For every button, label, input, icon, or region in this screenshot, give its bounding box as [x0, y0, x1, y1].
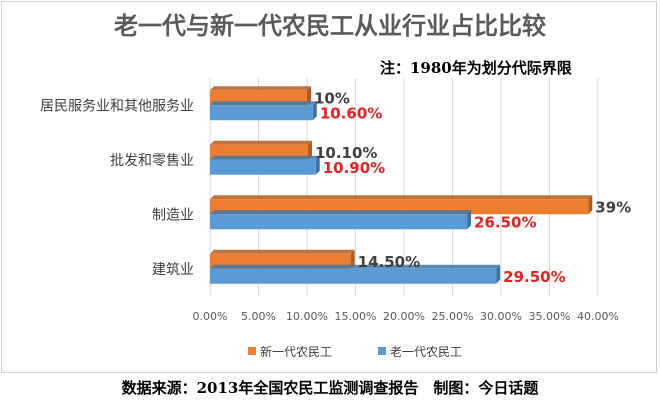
category-label: 建筑业 — [152, 262, 194, 278]
bar-side — [312, 101, 317, 121]
chart-title: 老一代与新一代农民工从业行业占比比较 — [114, 11, 546, 40]
data-labels: 10%10.60% 10.10%10.90% 39% 26.50% 14.50% 29.5… — [314, 89, 631, 286]
data-label: 10.60% — [320, 104, 382, 122]
bar-top — [210, 140, 312, 145]
legend-label: 老一代农民工 — [390, 345, 462, 359]
x-tick-label: 5.00% — [241, 310, 276, 323]
grid-lines — [209, 78, 599, 296]
category-label: 批发和零售业 — [110, 153, 194, 169]
x-tick-label: 35.00% — [529, 310, 571, 323]
bar-top — [210, 101, 317, 106]
data-source: 数据来源：2013年全国农民工监测调查报告 制图：今日话题 — [121, 379, 539, 397]
bar-old-generation — [210, 105, 313, 121]
legend-swatch — [378, 347, 386, 355]
chart-frame — [1, 1, 657, 373]
data-label: 14.50% — [358, 253, 420, 271]
legend-swatch — [248, 347, 256, 355]
bar-top — [210, 249, 355, 254]
x-tick-label: 10.00% — [286, 310, 328, 323]
bar-top — [210, 155, 320, 160]
bar-side — [496, 264, 501, 284]
legend-label: 新一代农民工 — [260, 344, 332, 359]
x-tick-label: 25.00% — [432, 310, 474, 323]
bars — [210, 86, 593, 284]
bar-old-generation — [210, 268, 497, 284]
data-label: 26.50% — [474, 213, 536, 231]
x-tick-label: 40.00% — [577, 310, 619, 323]
bar-top — [210, 210, 472, 215]
bar-old-generation — [210, 159, 316, 175]
x-tick-label: 15.00% — [335, 310, 377, 323]
bar-side — [588, 195, 593, 215]
data-label: 29.50% — [503, 268, 565, 286]
x-tick-labels: 0.00% 5.00% 10.00% 15.00% 20.00% 25.00% 30.00%… — [193, 310, 619, 323]
category-label: 居民服务业和其他服务业 — [40, 98, 194, 114]
x-tick-label: 20.00% — [383, 310, 425, 323]
bar-old-generation — [210, 214, 468, 230]
bar-side — [467, 210, 472, 230]
bar-side — [307, 140, 312, 160]
data-label: 10% — [314, 89, 350, 107]
bar-top — [210, 264, 501, 269]
bar-side — [315, 155, 320, 175]
legend: 新一代农民工 老一代农民工 — [248, 344, 462, 359]
data-label: 10.10% — [315, 144, 377, 162]
bar-top — [210, 195, 593, 200]
x-tick-label: 0.00% — [193, 310, 228, 323]
bar-top — [210, 86, 311, 91]
data-label: 10.90% — [323, 159, 385, 177]
category-label: 制造业 — [152, 207, 194, 223]
data-label: 39% — [595, 198, 631, 216]
bar-side — [307, 86, 311, 106]
x-tick-label: 30.00% — [480, 310, 522, 323]
bar-side — [350, 249, 355, 269]
chart-note: 注：1980年为划分代际界限 — [380, 59, 572, 77]
